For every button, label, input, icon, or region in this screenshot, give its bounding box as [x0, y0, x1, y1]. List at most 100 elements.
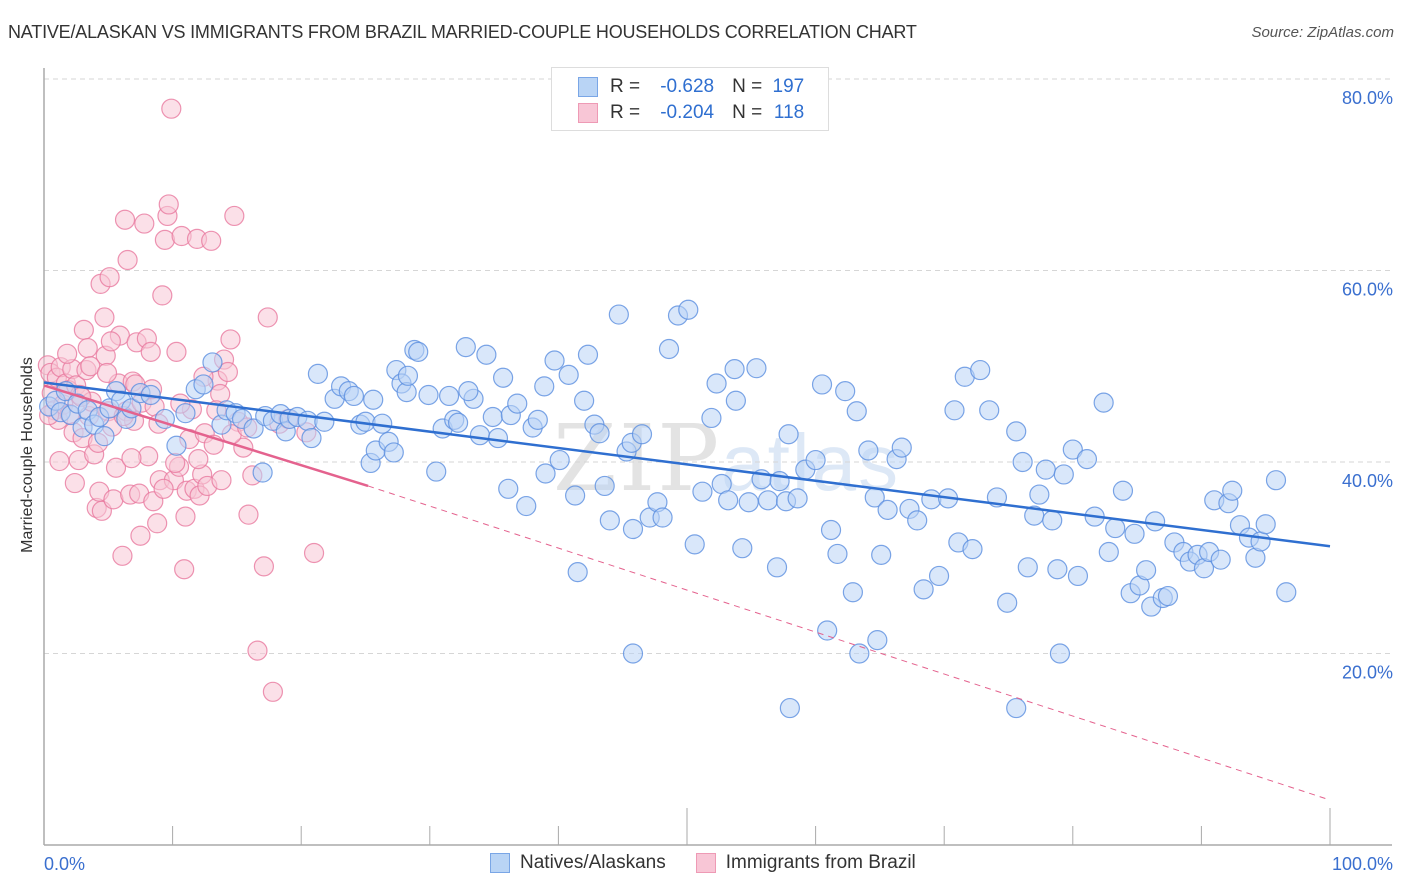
- data-point: [175, 506, 196, 527]
- data-point: [363, 389, 384, 410]
- data-point: [130, 525, 151, 546]
- y-tick-label: 60.0%: [1342, 280, 1393, 300]
- y-tick-label: 20.0%: [1342, 663, 1393, 683]
- data-point: [262, 681, 284, 702]
- y-tick-label: 40.0%: [1342, 471, 1393, 491]
- data-point: [134, 213, 155, 234]
- series-legend: Natives/Alaskans Immigrants from Brazil: [490, 852, 946, 874]
- data-point: [1250, 531, 1271, 552]
- data-point: [1124, 523, 1145, 544]
- data-point: [877, 499, 898, 520]
- data-point: [487, 427, 509, 449]
- data-point: [907, 510, 928, 531]
- data-point: [835, 381, 856, 402]
- data-point: [1112, 480, 1134, 501]
- data-point: [161, 98, 182, 119]
- data-point: [746, 358, 767, 379]
- data-point: [96, 362, 118, 384]
- series-natives-alaskans: [39, 299, 1297, 719]
- data-point: [849, 643, 870, 664]
- data-point: [544, 350, 565, 371]
- n-label: N =: [732, 102, 763, 123]
- data-point: [1222, 480, 1243, 501]
- data-point: [913, 579, 934, 600]
- data-point: [871, 544, 892, 565]
- data-point: [1276, 582, 1297, 603]
- data-point: [1076, 449, 1098, 470]
- data-point: [100, 331, 121, 352]
- data-point: [928, 565, 950, 587]
- trend-line-brazil-extension: [367, 485, 1331, 801]
- data-point: [684, 534, 705, 555]
- data-point: [944, 400, 965, 421]
- data-point: [447, 412, 469, 433]
- data-point: [253, 556, 275, 577]
- data-point: [426, 461, 447, 482]
- data-point: [1029, 484, 1050, 505]
- data-point: [891, 437, 912, 458]
- data-point: [166, 341, 187, 362]
- data-point: [64, 472, 85, 494]
- data-point: [678, 299, 699, 320]
- data-point: [779, 697, 800, 719]
- data-point: [383, 442, 404, 463]
- data-point: [408, 341, 429, 362]
- data-point: [1049, 643, 1071, 664]
- data-point: [1042, 510, 1063, 531]
- data-point: [858, 440, 879, 461]
- data-point: [787, 488, 808, 509]
- r-value: -0.628: [660, 76, 715, 97]
- data-point: [1067, 565, 1089, 587]
- data-point: [99, 267, 120, 288]
- data-point: [498, 478, 519, 499]
- r-label: R =: [610, 102, 641, 123]
- data-point: [257, 307, 278, 328]
- data-point: [1047, 559, 1068, 580]
- data-point: [94, 426, 115, 447]
- trend-line-natives: [43, 381, 1331, 548]
- data-point: [94, 307, 115, 328]
- data-point: [455, 337, 476, 358]
- data-point: [718, 490, 739, 511]
- data-point: [117, 249, 138, 271]
- data-point: [534, 376, 555, 397]
- data-point: [482, 406, 503, 428]
- data-point: [558, 364, 579, 385]
- data-point: [701, 407, 722, 429]
- data-point: [811, 374, 833, 395]
- data-point: [608, 304, 629, 325]
- legend-label: Immigrants from Brazil: [725, 852, 916, 873]
- data-point: [732, 538, 753, 559]
- legend-swatch-pink: [578, 103, 598, 123]
- x-tick-label: 0.0%: [44, 854, 85, 874]
- data-point: [589, 423, 610, 444]
- data-point: [1157, 585, 1179, 607]
- correlation-legend: R = -0.628 N = 197 R = -0.204 N = 118: [551, 67, 829, 131]
- data-point: [577, 344, 599, 365]
- data-point: [1006, 421, 1027, 442]
- data-point: [757, 490, 779, 511]
- data-point: [343, 385, 365, 407]
- data-point: [211, 470, 232, 491]
- data-point: [820, 519, 842, 541]
- data-point: [238, 504, 259, 525]
- data-point: [174, 559, 195, 580]
- data-point: [1098, 541, 1119, 563]
- legend-item-natives[interactable]: Natives/Alaskans: [490, 852, 666, 874]
- data-point: [1145, 511, 1166, 532]
- data-point: [535, 463, 556, 484]
- data-point: [166, 435, 187, 456]
- legend-label: Natives/Alaskans: [520, 852, 666, 873]
- data-point: [846, 401, 867, 422]
- data-point: [458, 381, 479, 402]
- data-point: [867, 629, 888, 651]
- legend-item-brazil[interactable]: Immigrants from Brazil: [695, 852, 916, 874]
- n-value: 118: [773, 102, 805, 123]
- data-point: [805, 449, 826, 471]
- legend-row-natives: R = -0.628 N = 197: [578, 76, 804, 98]
- axes: [43, 68, 1392, 846]
- data-point: [154, 229, 175, 250]
- data-point: [594, 475, 615, 497]
- legend-swatch-pink: [695, 853, 716, 873]
- trend-lines: [43, 381, 1331, 801]
